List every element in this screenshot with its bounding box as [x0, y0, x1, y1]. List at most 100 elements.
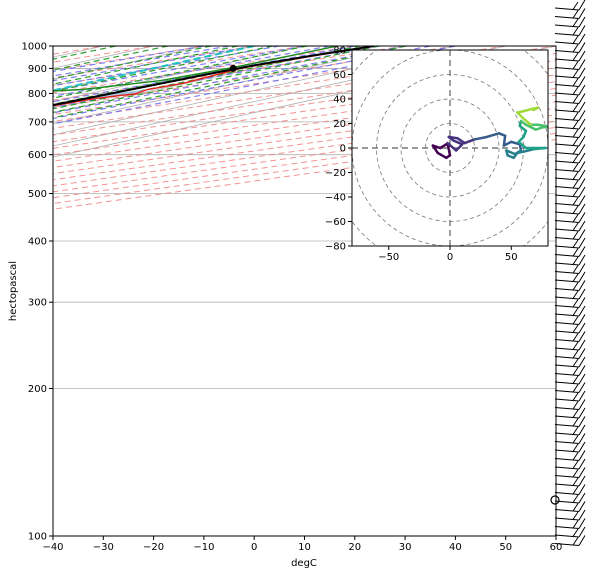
mixing-ratio-line — [53, 46, 407, 119]
wind-barb-flag — [578, 535, 586, 546]
moist-adiabat — [53, 46, 280, 87]
wind-barb — [554, 407, 580, 410]
wind-barb-flag — [572, 61, 579, 70]
wind-barb — [554, 16, 580, 19]
wind-barb-flag — [572, 188, 579, 197]
hodograph-segment — [456, 136, 466, 145]
dry-adiabat — [53, 46, 359, 94]
wind-barb-flag — [578, 492, 586, 504]
wind-barb — [554, 330, 580, 334]
wind-barb-flag — [572, 1, 579, 10]
hodograph-segment — [518, 124, 528, 133]
hodograph-segment — [532, 106, 540, 112]
wind-barb-flag — [572, 307, 579, 316]
hodograph-segment — [454, 143, 464, 152]
wind-barb — [554, 449, 580, 453]
wind-barbs — [550, 0, 586, 546]
wind-barb-flag — [572, 299, 579, 308]
wind-barb — [554, 169, 580, 172]
hodograph-segment — [502, 140, 513, 147]
wind-barb — [554, 483, 580, 487]
wind-barb — [554, 24, 580, 28]
wind-barb — [554, 203, 580, 206]
wind-barb-flag — [572, 282, 579, 291]
wind-barb-flag — [578, 246, 586, 257]
x-tick-label: 0 — [251, 542, 257, 553]
wind-barb-flag — [572, 409, 579, 418]
wind-barb-flag — [578, 195, 586, 206]
y-tick-label: 1000 — [22, 42, 47, 53]
dry-adiabat — [53, 114, 556, 187]
x-tick-label: 10 — [298, 542, 311, 553]
wind-barb-flag — [572, 180, 579, 189]
wind-barb-flag — [572, 367, 579, 376]
wind-barb-flag — [572, 537, 579, 546]
wind-barb-flag — [572, 375, 579, 384]
wind-barb-flag — [578, 169, 586, 181]
wind-barb-flag — [578, 8, 586, 19]
wind-barb-flag — [578, 501, 586, 512]
x-tick-label: −30 — [93, 542, 114, 553]
wind-barb — [554, 466, 580, 470]
wind-barb-flag — [578, 339, 586, 351]
hodograph-y-tick-label: 0 — [340, 144, 346, 155]
wind-barb — [554, 492, 580, 495]
hodograph-segment — [473, 135, 488, 141]
wind-barb-flag — [572, 103, 579, 112]
wind-barb-flag — [578, 314, 586, 325]
wind-barb-flag — [572, 163, 579, 172]
hodograph-segment — [446, 141, 458, 152]
wind-barb-flag — [578, 212, 586, 223]
x-tick-label: 40 — [449, 542, 462, 553]
wind-barb — [554, 101, 580, 104]
hodograph-segment — [510, 140, 522, 146]
hodograph-segment — [522, 107, 534, 113]
wind-barb — [554, 279, 580, 283]
parcel-profile — [53, 46, 375, 107]
dry-adiabat — [53, 46, 459, 108]
wind-barb — [554, 390, 580, 393]
hodograph-axes: −50 0 50 −80 −60 −40 −20 0 20 40 60 80 — [325, 46, 518, 264]
wind-barb-flag — [572, 197, 579, 206]
y-tick-label: 800 — [28, 89, 47, 100]
y-axis: 100 200 300 400 500 600 700 800 900 1000 — [22, 42, 53, 543]
isotherm — [53, 46, 556, 158]
wind-barb-flag — [572, 392, 579, 401]
wind-barb — [554, 364, 580, 368]
wind-barb-flag — [578, 33, 586, 45]
hodograph-segment — [485, 132, 501, 139]
hodograph-y-tick-label: 80 — [333, 46, 346, 57]
wind-barb-flag — [578, 101, 586, 113]
wind-barb-flag — [578, 331, 586, 342]
y-tick-label: 500 — [28, 189, 47, 200]
moist-adiabat — [53, 46, 406, 114]
mixing-ratio-line — [53, 46, 361, 110]
wind-barb — [554, 432, 580, 436]
wind-barb-flag — [572, 171, 579, 180]
wind-barb-flag — [572, 418, 579, 427]
wind-barb-flag — [572, 95, 579, 104]
hodograph-segment — [536, 123, 548, 128]
hodograph-x-tick-label: −50 — [378, 252, 399, 263]
wind-barb-flag — [578, 475, 586, 487]
hodograph-y-tick-label: −40 — [325, 193, 346, 204]
hodograph-y-tick-label: −60 — [325, 217, 346, 228]
wind-barb-flag — [578, 518, 586, 529]
wind-barb-flag — [572, 256, 579, 265]
wind-barb — [554, 228, 580, 232]
wind-barb-flag — [572, 469, 579, 478]
hodograph-segment — [517, 140, 528, 150]
wind-barb-flag — [572, 205, 579, 214]
wind-barb-flag — [578, 0, 586, 11]
lcl-marker — [229, 64, 237, 72]
wind-barb-flag — [578, 25, 586, 36]
wind-barb — [554, 288, 580, 291]
hodograph-y-tick-label: 40 — [333, 95, 346, 106]
wind-barb — [554, 347, 580, 351]
wind-barb-flag — [578, 458, 586, 470]
dry-adiabat — [53, 107, 556, 181]
isotherm — [53, 46, 458, 136]
wind-barb — [554, 237, 580, 240]
wind-barb-flag — [578, 365, 586, 376]
wind-barb-flag — [572, 146, 579, 155]
